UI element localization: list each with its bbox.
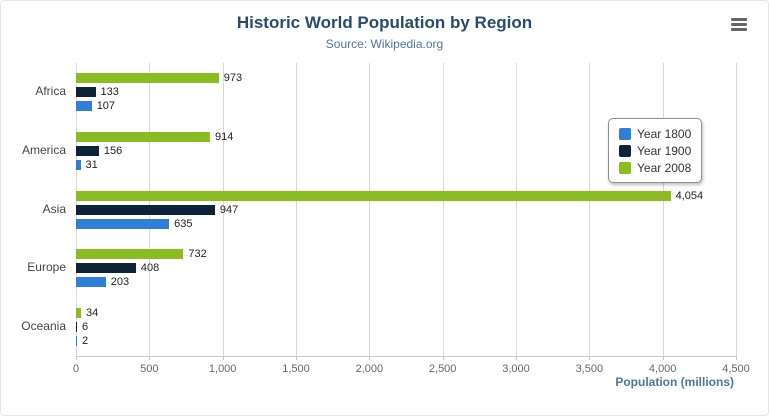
legend-label: Year 1900 xyxy=(637,143,692,158)
bar-year-1900[interactable] xyxy=(76,321,77,332)
gridline xyxy=(369,63,371,356)
bar-value-label: 408 xyxy=(140,262,160,275)
category-label: Europe xyxy=(27,260,66,275)
category-label: Africa xyxy=(35,84,66,99)
gridline xyxy=(516,63,517,356)
x-tick-label: 3,500 xyxy=(575,363,604,375)
axis-tick xyxy=(369,356,371,360)
bar-year-1800[interactable] xyxy=(76,335,77,346)
bar-value-label: 4,054 xyxy=(675,189,704,202)
legend-label: Year 2008 xyxy=(637,160,692,175)
x-tick-label: 4,500 xyxy=(722,363,750,375)
legend-item-year-1800[interactable]: Year 1800 xyxy=(619,125,691,142)
axis-tick xyxy=(296,356,297,360)
bar-value-label: 203 xyxy=(110,276,130,289)
bar-year-1900[interactable] xyxy=(76,145,99,156)
legend-item-year-1900[interactable]: Year 1900 xyxy=(619,142,691,159)
bar-year-2008[interactable] xyxy=(76,73,219,84)
x-tick-label: 4,000 xyxy=(648,363,677,375)
bar-year-1900[interactable] xyxy=(76,204,215,215)
x-tick-label: 0 xyxy=(72,363,80,375)
x-tick-label: 1,000 xyxy=(208,363,237,375)
bar-year-2008[interactable] xyxy=(76,131,211,142)
axis-tick xyxy=(516,356,517,360)
axis-tick xyxy=(442,356,444,360)
bar-value-label: 156 xyxy=(103,144,123,157)
x-tick-label: 500 xyxy=(140,363,159,375)
bar-year-1800[interactable] xyxy=(76,101,92,112)
menu-bar xyxy=(731,23,747,26)
bar-value-label: 732 xyxy=(188,248,207,261)
bar-year-1800[interactable] xyxy=(76,159,81,170)
gridline xyxy=(296,63,297,356)
gridline xyxy=(222,63,224,356)
bar-value-label: 635 xyxy=(174,217,193,230)
axis-tick xyxy=(589,356,591,360)
legend: Year 1800 Year 1900 Year 2008 xyxy=(608,118,703,183)
category-label: America xyxy=(21,142,66,157)
bar-year-2008[interactable] xyxy=(76,190,671,201)
legend-label: Year 1800 xyxy=(637,126,692,141)
axis-tick xyxy=(222,356,224,360)
menu-bar xyxy=(731,28,747,31)
bar-year-1800[interactable] xyxy=(76,277,106,288)
x-tick-label: 2,500 xyxy=(428,363,457,375)
category-label: Oceania xyxy=(21,318,66,333)
menu-bar xyxy=(731,18,747,21)
gridline xyxy=(662,63,664,356)
gridline xyxy=(589,63,591,356)
bar-value-label: 914 xyxy=(215,130,234,143)
bar-value-label: 6 xyxy=(82,320,89,333)
x-axis-line xyxy=(76,356,736,357)
gridline xyxy=(442,63,444,356)
chart-subtitle: Source: Wikipedia.org xyxy=(325,37,444,51)
gridline xyxy=(736,63,737,356)
bar-year-2008[interactable] xyxy=(76,307,81,318)
bar-value-label: 34 xyxy=(85,306,99,319)
legend-swatch-icon xyxy=(619,144,631,157)
category-label: Asia xyxy=(42,201,66,216)
legend-swatch-icon xyxy=(619,127,631,140)
legend-item-year-2008[interactable]: Year 2008 xyxy=(619,159,691,176)
x-axis-title: Population (millions) xyxy=(615,375,734,389)
bar-year-1900[interactable] xyxy=(76,87,96,98)
chart-title: Historic World Population by Region xyxy=(236,13,533,32)
hamburger-menu-icon[interactable] xyxy=(731,18,747,31)
bar-year-1900[interactable] xyxy=(76,263,136,274)
axis-tick xyxy=(149,356,151,360)
bar-value-label: 133 xyxy=(100,86,119,99)
axis-tick xyxy=(736,356,737,360)
bar-value-label: 2 xyxy=(82,334,89,347)
bar-value-label: 973 xyxy=(223,72,243,85)
bar-value-label: 947 xyxy=(219,203,239,216)
x-tick-label: 1,500 xyxy=(282,363,310,375)
bar-year-2008[interactable] xyxy=(76,249,184,260)
x-tick-label: 3,000 xyxy=(502,363,530,375)
legend-swatch-icon xyxy=(619,161,631,174)
axis-tick xyxy=(76,356,77,360)
axis-tick xyxy=(662,356,664,360)
bar-value-label: 107 xyxy=(96,100,116,113)
x-tick-label: 2,000 xyxy=(355,363,384,375)
bar-value-label: 31 xyxy=(85,158,98,171)
bar-year-1800[interactable] xyxy=(76,218,170,229)
